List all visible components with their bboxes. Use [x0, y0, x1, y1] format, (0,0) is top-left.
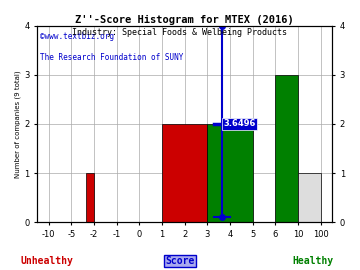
Bar: [86, 173, 94, 222]
Text: The Research Foundation of SUNY: The Research Foundation of SUNY: [40, 53, 184, 62]
Bar: [207, 124, 253, 222]
Text: ©www.textbiz.org: ©www.textbiz.org: [40, 32, 114, 41]
Text: 3.6496: 3.6496: [223, 120, 256, 129]
Bar: [275, 75, 298, 222]
Bar: [298, 173, 321, 222]
Y-axis label: Number of companies (9 total): Number of companies (9 total): [15, 70, 22, 178]
Text: Industry: Special Foods & Welbeing Products: Industry: Special Foods & Welbeing Produ…: [72, 28, 288, 37]
Text: Score: Score: [165, 256, 195, 266]
Bar: [162, 124, 207, 222]
Title: Z''-Score Histogram for MTEX (2016): Z''-Score Histogram for MTEX (2016): [75, 15, 294, 25]
Text: Healthy: Healthy: [293, 256, 334, 266]
Text: Unhealthy: Unhealthy: [21, 256, 73, 266]
